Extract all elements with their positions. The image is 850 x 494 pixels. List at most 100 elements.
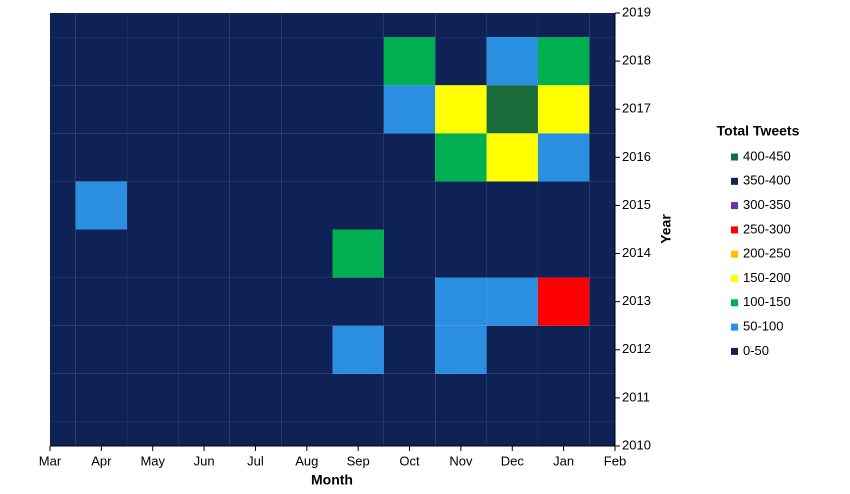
contour-cell bbox=[127, 277, 179, 326]
contour-cell bbox=[281, 181, 333, 230]
contour-cell bbox=[229, 37, 282, 86]
x-tick-label: Jul bbox=[247, 453, 264, 468]
legend-swatch bbox=[731, 153, 738, 161]
contour-cell bbox=[281, 373, 333, 422]
contour-cell bbox=[50, 229, 76, 278]
contour-cell bbox=[537, 325, 590, 374]
contour-cell bbox=[589, 229, 615, 278]
x-axis-title: Month bbox=[311, 472, 353, 488]
contour-cell bbox=[229, 229, 282, 278]
contour-cell bbox=[589, 181, 615, 230]
contour-cell bbox=[178, 421, 230, 446]
contour-cell bbox=[589, 421, 615, 446]
contour-cell bbox=[50, 325, 76, 374]
contour-cell bbox=[589, 373, 615, 422]
x-tick-label: Oct bbox=[399, 453, 420, 468]
contour-cell bbox=[537, 277, 590, 326]
contour-cell bbox=[229, 325, 282, 374]
contour-cell bbox=[50, 181, 76, 230]
contour-cell bbox=[435, 85, 487, 134]
legend-swatch bbox=[731, 177, 738, 185]
contour-cell bbox=[332, 85, 384, 134]
y-tick-label: 2014 bbox=[622, 245, 651, 260]
contour-cell bbox=[127, 37, 179, 86]
contour-cell bbox=[127, 85, 179, 134]
y-tick-label: 2016 bbox=[622, 149, 651, 164]
legend-label: 0-50 bbox=[743, 343, 769, 358]
y-tick-label: 2013 bbox=[622, 293, 651, 308]
contour-cell bbox=[486, 277, 538, 326]
contour-cell bbox=[50, 37, 76, 86]
contour-cell bbox=[435, 181, 487, 230]
contour-cell bbox=[127, 421, 179, 446]
contour-cell bbox=[486, 133, 538, 182]
contour-cell bbox=[229, 85, 282, 134]
contour-cell bbox=[50, 133, 76, 182]
contour-cell bbox=[486, 421, 538, 446]
contour-cell bbox=[537, 133, 590, 182]
contour-cell bbox=[589, 133, 615, 182]
contour-cell bbox=[229, 277, 282, 326]
legend-title: Total Tweets bbox=[717, 123, 800, 139]
contour-cell bbox=[589, 13, 615, 38]
contour-cell bbox=[50, 421, 76, 446]
contour-cell bbox=[486, 37, 538, 86]
contour-cell bbox=[127, 373, 179, 422]
contour-cell bbox=[435, 325, 487, 374]
x-tick-label: Apr bbox=[91, 453, 112, 468]
legend-label: 200-250 bbox=[743, 246, 791, 261]
contour-cell bbox=[75, 421, 128, 446]
contour-cell bbox=[383, 325, 436, 374]
contour-cell bbox=[50, 13, 76, 38]
legend-label: 100-150 bbox=[743, 294, 791, 309]
legend-label: 400-450 bbox=[743, 148, 791, 163]
contour-cell bbox=[383, 37, 436, 86]
contour-cell bbox=[486, 325, 538, 374]
contour-cell bbox=[486, 229, 538, 278]
contour-cell bbox=[75, 133, 128, 182]
contour-cell bbox=[486, 85, 538, 134]
contour-cell bbox=[537, 181, 590, 230]
contour-cell bbox=[332, 421, 384, 446]
contour-cell bbox=[589, 325, 615, 374]
contour-cell bbox=[383, 373, 436, 422]
contour-cell bbox=[589, 85, 615, 134]
contour-cell bbox=[537, 85, 590, 134]
contour-cell bbox=[435, 13, 487, 38]
contour-cell bbox=[383, 229, 436, 278]
y-tick-label: 2019 bbox=[622, 4, 651, 19]
contour-cell bbox=[75, 373, 128, 422]
contour-cell bbox=[229, 133, 282, 182]
legend-swatch bbox=[731, 250, 738, 258]
x-tick-label: Feb bbox=[604, 453, 626, 468]
contour-cell bbox=[435, 229, 487, 278]
legend-swatch bbox=[731, 275, 738, 282]
contour-cell bbox=[127, 229, 179, 278]
contour-cell bbox=[383, 181, 436, 230]
contour-cell bbox=[178, 133, 230, 182]
contour-cell bbox=[75, 37, 128, 86]
contour-cell bbox=[75, 229, 128, 278]
contour-cell bbox=[332, 13, 384, 38]
contour-cell bbox=[75, 277, 128, 326]
contour-cell bbox=[50, 85, 76, 134]
contour-cell bbox=[178, 373, 230, 422]
x-tick-label: Jun bbox=[194, 453, 215, 468]
contour-cell bbox=[383, 277, 436, 326]
contour-cell bbox=[332, 229, 384, 278]
contour-cell bbox=[281, 421, 333, 446]
contour-cell bbox=[281, 325, 333, 374]
contour-cell bbox=[281, 13, 333, 38]
contour-cell bbox=[435, 373, 487, 422]
x-tick-label: Sep bbox=[347, 453, 370, 468]
x-tick-label: Aug bbox=[295, 453, 318, 468]
contour-cell bbox=[435, 133, 487, 182]
contour-cell bbox=[537, 229, 590, 278]
contour-cell bbox=[281, 229, 333, 278]
x-tick-label: Dec bbox=[501, 453, 525, 468]
contour-cell bbox=[75, 13, 128, 38]
contour-cell bbox=[435, 277, 487, 326]
contour-cell bbox=[281, 133, 333, 182]
contour-cell bbox=[178, 85, 230, 134]
